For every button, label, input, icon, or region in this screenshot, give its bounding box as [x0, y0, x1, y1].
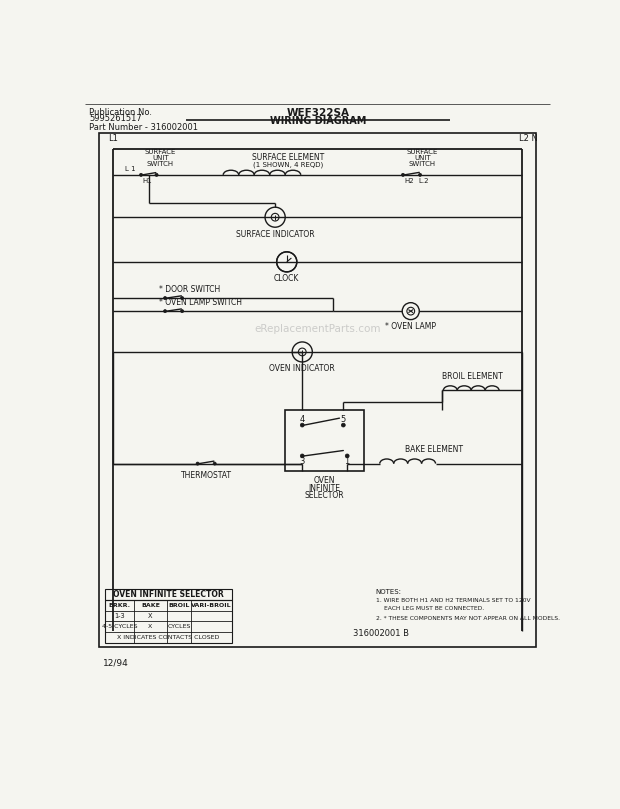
Text: H1: H1: [143, 178, 152, 184]
Circle shape: [164, 310, 167, 313]
Text: 1-3: 1-3: [114, 613, 125, 619]
Text: 4-5 CYCLES: 4-5 CYCLES: [102, 625, 137, 629]
Bar: [105, 600, 232, 643]
Text: X: X: [148, 613, 153, 619]
Text: 1. WIRE BOTH H1 AND H2 TERMINALS SET TO 120V: 1. WIRE BOTH H1 AND H2 TERMINALS SET TO …: [376, 599, 531, 604]
Text: BRKR.: BRKR.: [108, 603, 130, 608]
Circle shape: [418, 173, 422, 176]
Circle shape: [180, 297, 184, 299]
Text: * OVEN LAMP: * OVEN LAMP: [385, 322, 436, 331]
Circle shape: [213, 462, 216, 465]
Text: eReplacementParts.com: eReplacementParts.com: [254, 324, 381, 334]
Text: CLOCK: CLOCK: [274, 274, 299, 283]
Text: X: X: [148, 625, 153, 629]
Text: 2. * THESE COMPONENTS MAY NOT APPEAR ON ALL MODELS.: 2. * THESE COMPONENTS MAY NOT APPEAR ON …: [376, 616, 560, 621]
Text: VARI-BROIL: VARI-BROIL: [191, 603, 232, 608]
Text: 316002001 B: 316002001 B: [353, 629, 409, 637]
Text: SURFACE: SURFACE: [144, 149, 176, 155]
Text: OVEN: OVEN: [314, 476, 335, 485]
Text: OVEN INFINITE SELECTOR: OVEN INFINITE SELECTOR: [113, 590, 224, 599]
Bar: [99, 133, 536, 647]
Text: WEF322SA: WEF322SA: [286, 108, 349, 118]
Text: SWITCH: SWITCH: [147, 161, 174, 167]
Text: Part Number - 316002001: Part Number - 316002001: [89, 123, 198, 132]
Text: 5: 5: [341, 415, 346, 424]
Text: NOTES:: NOTES:: [376, 589, 402, 595]
Text: CYCLES: CYCLES: [167, 625, 191, 629]
Text: EACH LEG MUST BE CONNECTED.: EACH LEG MUST BE CONNECTED.: [384, 606, 484, 611]
Text: L2 N: L2 N: [519, 134, 538, 143]
Text: 5995261517: 5995261517: [89, 114, 142, 123]
Circle shape: [164, 297, 167, 299]
Text: BROIL: BROIL: [169, 603, 190, 608]
Text: INFINITE: INFINITE: [309, 484, 341, 493]
Text: 4: 4: [299, 415, 305, 424]
Circle shape: [342, 423, 345, 427]
Text: BAKE: BAKE: [141, 603, 160, 608]
Text: WIRING DIAGRAM: WIRING DIAGRAM: [270, 116, 366, 126]
Bar: [285, 409, 365, 472]
Text: * OVEN LAMP SWITCH: * OVEN LAMP SWITCH: [159, 299, 242, 307]
Circle shape: [402, 173, 404, 176]
Text: * DOOR SWITCH: * DOOR SWITCH: [159, 285, 220, 294]
Text: Publication No.: Publication No.: [89, 108, 152, 116]
Text: H2: H2: [404, 178, 414, 184]
Circle shape: [155, 173, 158, 176]
Text: L1: L1: [108, 134, 118, 143]
Text: SWITCH: SWITCH: [409, 161, 436, 167]
Text: L.2: L.2: [418, 178, 429, 184]
Text: SURFACE ELEMENT: SURFACE ELEMENT: [252, 154, 324, 163]
Text: SURFACE INDICATOR: SURFACE INDICATOR: [236, 230, 314, 239]
Text: BROIL ELEMENT: BROIL ELEMENT: [443, 372, 503, 381]
Text: 3: 3: [299, 457, 305, 466]
Bar: [105, 589, 232, 600]
Text: BAKE ELEMENT: BAKE ELEMENT: [405, 445, 463, 454]
Text: X INDICATES CONTACTS CLOSED: X INDICATES CONTACTS CLOSED: [117, 635, 219, 640]
Circle shape: [196, 462, 199, 465]
Circle shape: [140, 173, 143, 176]
Circle shape: [345, 454, 349, 458]
Text: THERMOSTAT: THERMOSTAT: [180, 471, 232, 480]
Circle shape: [180, 310, 184, 313]
Text: UNIT: UNIT: [414, 155, 431, 161]
Text: SELECTOR: SELECTOR: [305, 491, 345, 501]
Text: 1: 1: [345, 457, 350, 466]
Text: L 1: L 1: [125, 166, 136, 172]
Text: UNIT: UNIT: [152, 155, 169, 161]
Text: 12/94: 12/94: [103, 659, 129, 667]
Circle shape: [300, 423, 304, 427]
Circle shape: [300, 454, 304, 458]
Text: SURFACE: SURFACE: [407, 149, 438, 155]
Text: (1 SHOWN, 4 REQD): (1 SHOWN, 4 REQD): [253, 162, 324, 168]
Text: OVEN INDICATOR: OVEN INDICATOR: [269, 364, 335, 374]
